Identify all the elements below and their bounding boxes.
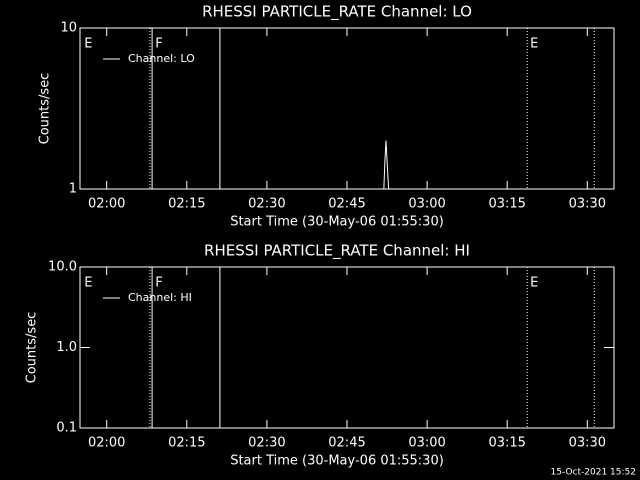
y-tick-label: 1.0 bbox=[56, 340, 77, 355]
x-tick-label: 02:30 bbox=[248, 197, 285, 212]
x-tick-label: 02:15 bbox=[168, 436, 205, 451]
flag-label: E bbox=[530, 37, 538, 52]
flag-label: E bbox=[84, 276, 92, 291]
x-tick-label: 02:00 bbox=[88, 197, 125, 212]
data-line bbox=[383, 140, 390, 190]
x-tick-label: 02:45 bbox=[328, 436, 365, 451]
flag-label: E bbox=[530, 276, 538, 291]
x-tick-label: 02:15 bbox=[168, 197, 205, 212]
flag-label: F bbox=[155, 37, 162, 52]
flag-label: F bbox=[155, 276, 162, 291]
x-tick-label: 03:15 bbox=[488, 436, 525, 451]
x-tick-label: 03:30 bbox=[569, 436, 606, 451]
chart-title: RHESSI PARTICLE_RATE Channel: LO bbox=[202, 3, 472, 22]
y-axis-label: Counts/sec bbox=[38, 73, 53, 145]
x-tick-label: 02:45 bbox=[328, 197, 365, 212]
x-tick-label: 02:30 bbox=[248, 436, 285, 451]
footer: 15-Oct-2021 15:52 bbox=[551, 468, 636, 478]
y-tick-label: 0.1 bbox=[56, 421, 77, 436]
x-tick-label: 03:15 bbox=[488, 197, 525, 212]
y-axis-label: Counts/sec bbox=[25, 312, 40, 384]
y-tick-label: 10.0 bbox=[48, 260, 77, 275]
y-tick-label: 10 bbox=[60, 21, 77, 36]
y-tick-label: 1 bbox=[69, 182, 77, 197]
x-tick-label: 03:30 bbox=[569, 197, 606, 212]
chart-title: RHESSI PARTICLE_RATE Channel: HI bbox=[204, 242, 470, 261]
flag-label: E bbox=[84, 37, 92, 52]
legend-label: Channel: LO bbox=[128, 52, 195, 65]
x-tick-label: 03:00 bbox=[408, 197, 445, 212]
legend-label: Channel: HI bbox=[128, 291, 192, 304]
x-tick-label: 02:00 bbox=[88, 436, 125, 451]
x-axis-label: Start Time (30-May-06 01:55:30) bbox=[230, 215, 444, 230]
x-tick-label: 03:00 bbox=[408, 436, 445, 451]
x-axis-label: Start Time (30-May-06 01:55:30) bbox=[230, 454, 444, 469]
